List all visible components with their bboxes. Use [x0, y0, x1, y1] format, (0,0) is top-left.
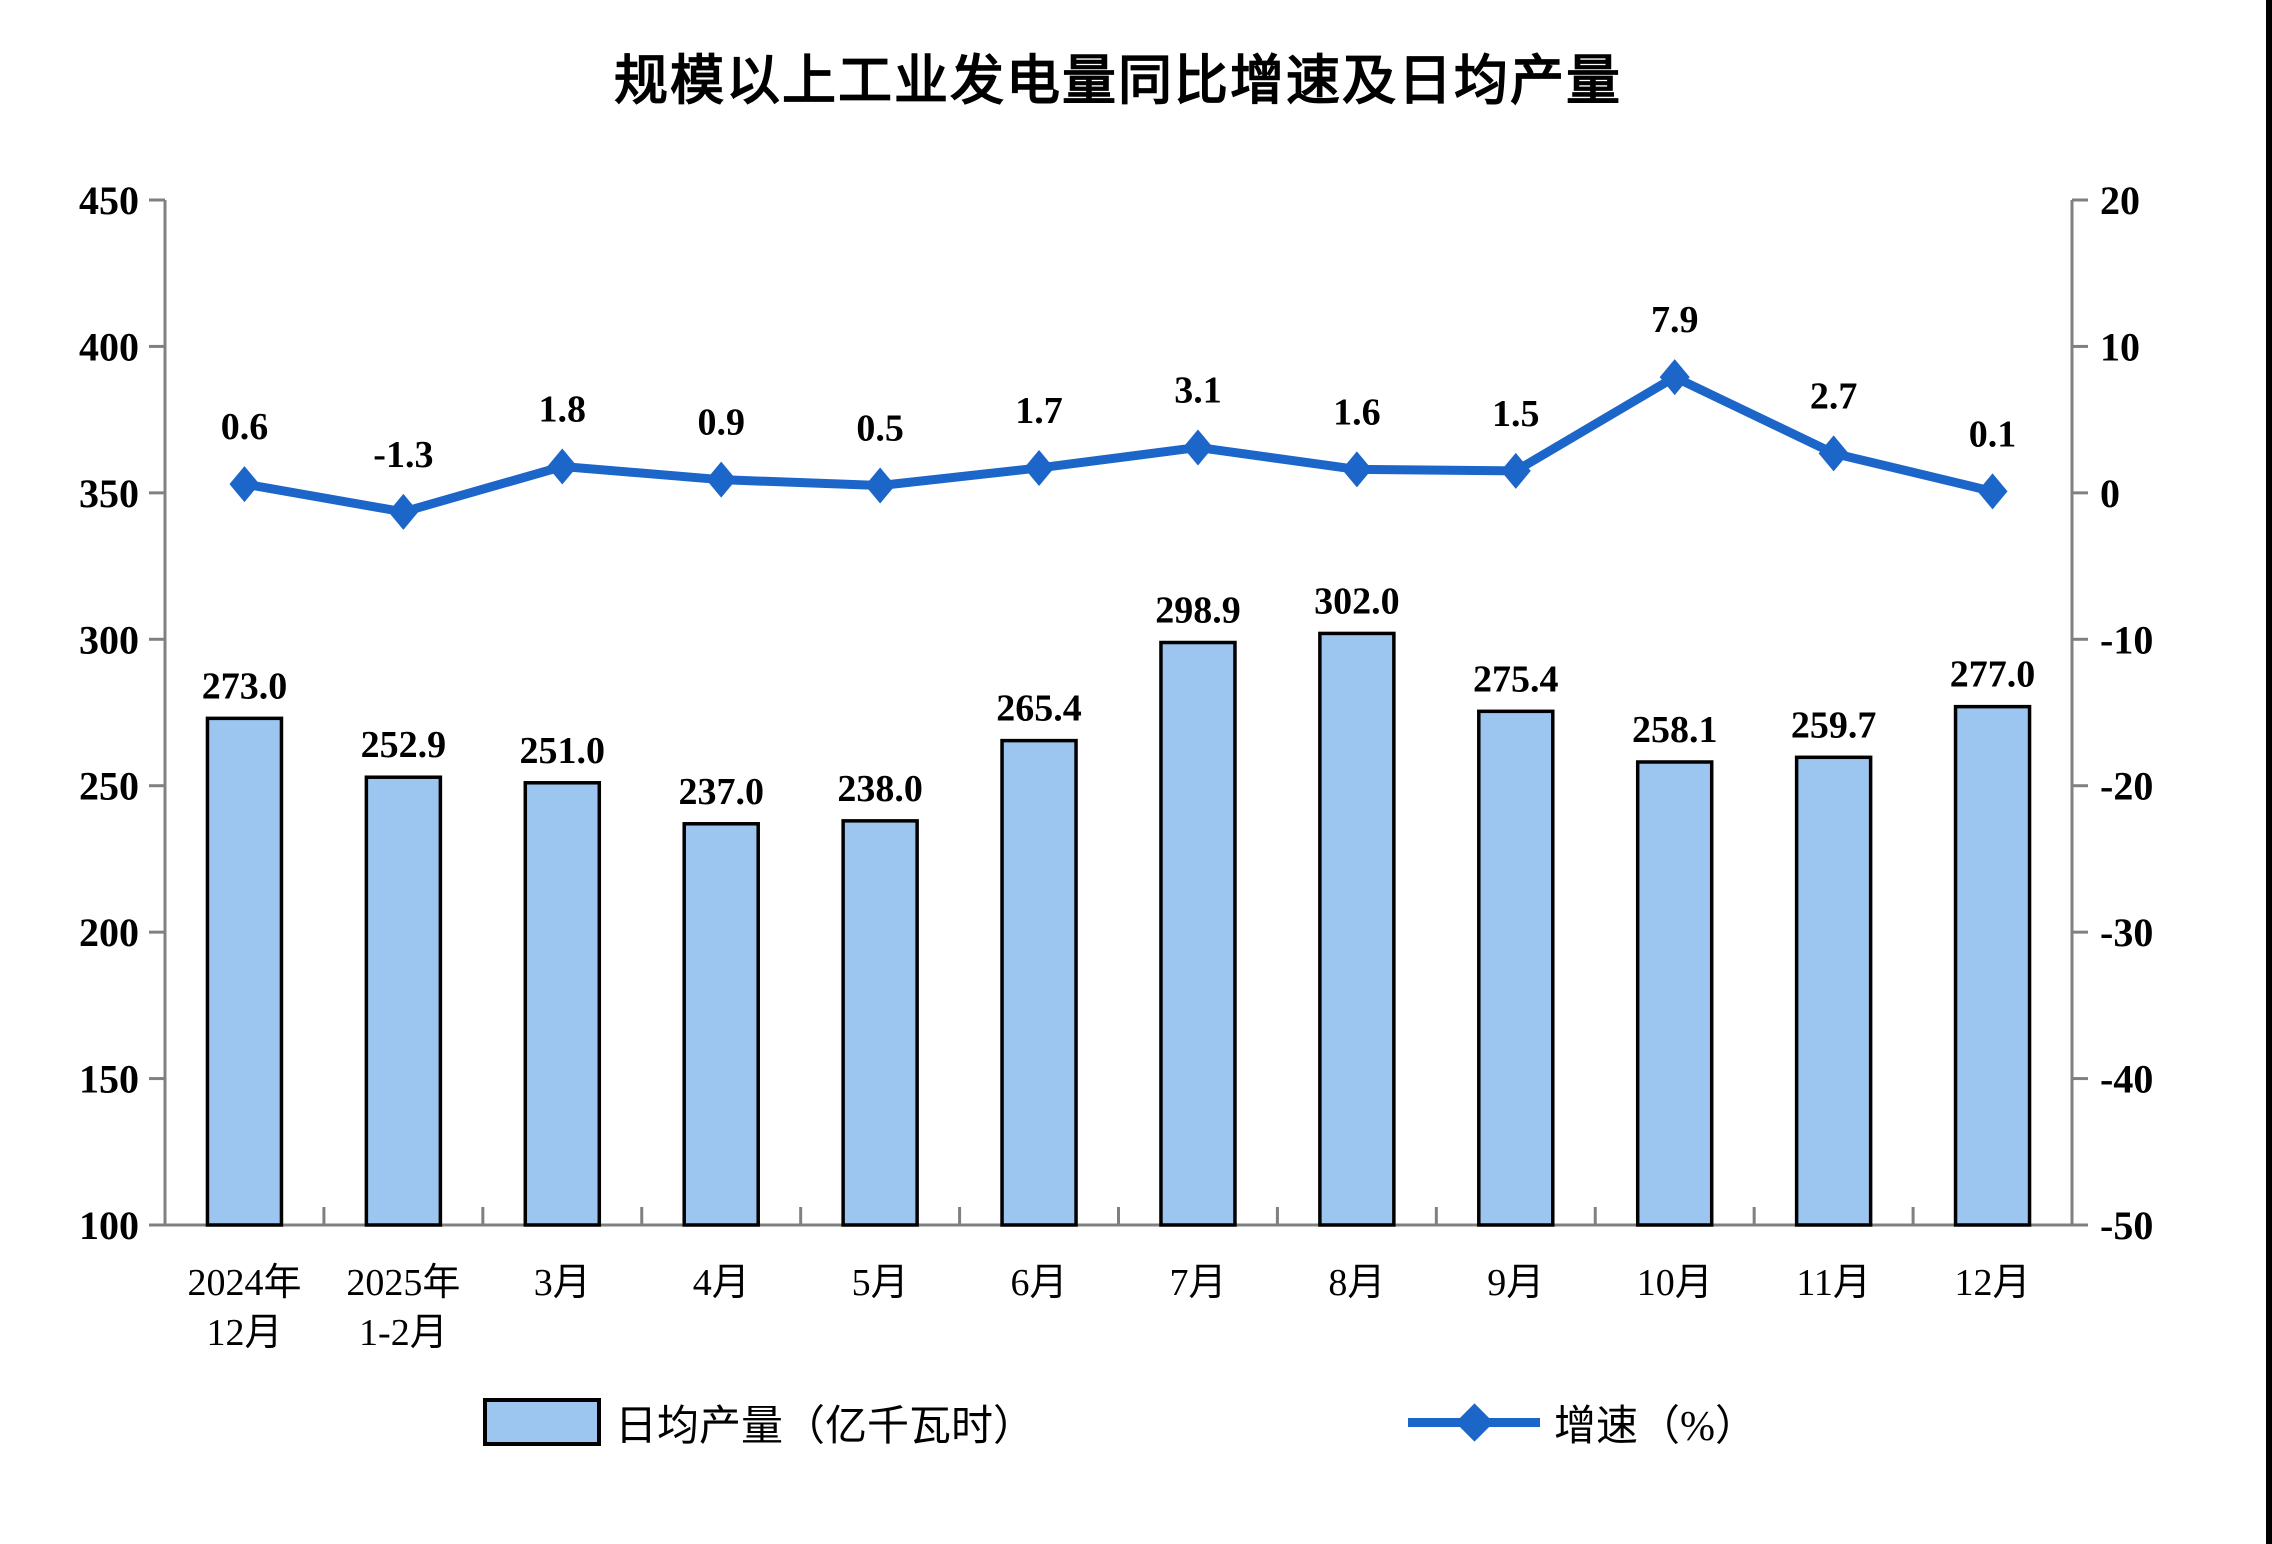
- legend-item-bar: 日均产量（亿千瓦时）: [483, 1392, 1035, 1452]
- line-marker: [706, 461, 737, 498]
- line-value-label: 1.6: [1333, 391, 1381, 433]
- bar-value-label: 258.1: [1632, 709, 1718, 751]
- left-axis-tick-label: 300: [79, 617, 139, 662]
- line-value-label: 1.7: [1015, 390, 1063, 432]
- bar: [1477, 709, 1555, 1227]
- page-edge-strip: [2266, 0, 2272, 1544]
- x-axis-category-label: 2024年: [187, 1262, 301, 1304]
- line-value-label: 7.9: [1651, 299, 1699, 341]
- bar-value-label: 298.9: [1155, 590, 1241, 632]
- bar-legend-swatch: [483, 1398, 601, 1446]
- bar: [1794, 755, 1873, 1227]
- bar-value-label: 252.9: [361, 724, 447, 766]
- x-axis-category-label: 7月: [1169, 1262, 1226, 1304]
- right-axis-tick-label: -50: [2100, 1203, 2153, 1248]
- bar-value-label: 251.0: [520, 730, 606, 772]
- bar: [682, 822, 760, 1227]
- left-axis-tick-label: 150: [79, 1057, 139, 1102]
- line-marker: [1977, 473, 2008, 510]
- bar: [1000, 738, 1078, 1227]
- left-axis-tick-label: 250: [79, 764, 139, 809]
- line-value-label: 1.8: [539, 389, 587, 431]
- bar-value-label: 302.0: [1314, 580, 1400, 622]
- bar: [1953, 704, 2032, 1227]
- line-marker: [1341, 451, 1372, 488]
- chart-title: 规模以上工业发电量同比增速及日均产量: [614, 51, 1622, 111]
- line-marker: [865, 467, 896, 504]
- x-axis-category-label: 10月: [1637, 1262, 1713, 1304]
- x-axis-category-label: 2025年: [346, 1262, 460, 1304]
- line-marker: [1182, 429, 1213, 466]
- x-axis-category-label: 3月: [534, 1262, 591, 1304]
- x-axis-category-label: 6月: [1011, 1262, 1068, 1304]
- x-axis-category-label: 4月: [693, 1262, 750, 1304]
- right-axis-tick-label: -20: [2100, 764, 2153, 809]
- x-axis-category-label: 12月: [206, 1312, 282, 1354]
- x-axis-category-label: 9月: [1487, 1262, 1544, 1304]
- line-value-label: 0.9: [697, 402, 745, 444]
- right-axis-tick-label: 0: [2100, 471, 2120, 516]
- x-axis-category-label: 1-2月: [359, 1312, 448, 1354]
- x-axis-category-label: 8月: [1328, 1262, 1385, 1304]
- x-axis-category-label: 12月: [1955, 1262, 2031, 1304]
- line-marker: [388, 493, 419, 530]
- growth-line: [243, 372, 1994, 517]
- line-marker: [1818, 435, 1849, 472]
- bar: [523, 781, 602, 1227]
- bar-legend-label: 日均产量（亿千瓦时）: [615, 1403, 1036, 1450]
- bar: [1318, 631, 1396, 1227]
- left-axis-tick-label: 200: [79, 910, 139, 955]
- left-axis-tick-label: 100: [79, 1203, 139, 1248]
- x-axis-category-label: 11月: [1796, 1262, 1871, 1304]
- bar: [1635, 760, 1714, 1227]
- line-marker: [229, 466, 260, 503]
- bar: [1159, 640, 1237, 1227]
- right-axis-tick-label: 10: [2100, 324, 2140, 369]
- right-axis-tick-label: -30: [2100, 910, 2153, 955]
- line-marker: [547, 448, 578, 485]
- bar-value-label: 259.7: [1791, 704, 1877, 746]
- bar-value-label: 237.0: [678, 771, 764, 813]
- line-legend-label: 增速（%）: [1554, 1403, 1757, 1450]
- left-axis-tick-label: 350: [79, 471, 139, 516]
- bar: [205, 716, 284, 1227]
- x-axis-category-label: 5月: [852, 1262, 909, 1304]
- line-value-label: 0.1: [1969, 413, 2017, 455]
- bar-value-label: 238.0: [837, 768, 923, 810]
- right-axis-tick-label: -40: [2100, 1057, 2153, 1102]
- bar-value-label: 265.4: [996, 688, 1082, 730]
- line-value-label: 0.5: [856, 408, 904, 450]
- bar-value-label: 273.0: [202, 665, 288, 707]
- bar: [841, 819, 919, 1227]
- bar-value-label: 275.4: [1473, 658, 1559, 700]
- right-axis-tick-label: 20: [2100, 178, 2140, 223]
- bar-value-label: 277.0: [1950, 654, 2036, 696]
- line-legend-diamond-icon: [1455, 1403, 1494, 1442]
- line-marker: [1024, 449, 1055, 486]
- line-legend-swatch: [1408, 1392, 1540, 1452]
- line-marker: [1500, 452, 1531, 489]
- right-axis-tick-label: -10: [2100, 617, 2153, 662]
- left-axis-tick-label: 450: [79, 178, 139, 223]
- line-value-label: 2.7: [1810, 375, 1858, 417]
- line-value-label: 1.5: [1492, 393, 1540, 435]
- line-marker: [1659, 359, 1690, 396]
- line-value-label: 0.6: [221, 406, 269, 448]
- line-value-label: 3.1: [1174, 369, 1222, 411]
- line-value-label: -1.3: [373, 434, 433, 476]
- left-axis-tick-label: 400: [79, 324, 139, 369]
- legend-item-line: 增速（%）: [1408, 1392, 1757, 1452]
- bar: [364, 775, 443, 1227]
